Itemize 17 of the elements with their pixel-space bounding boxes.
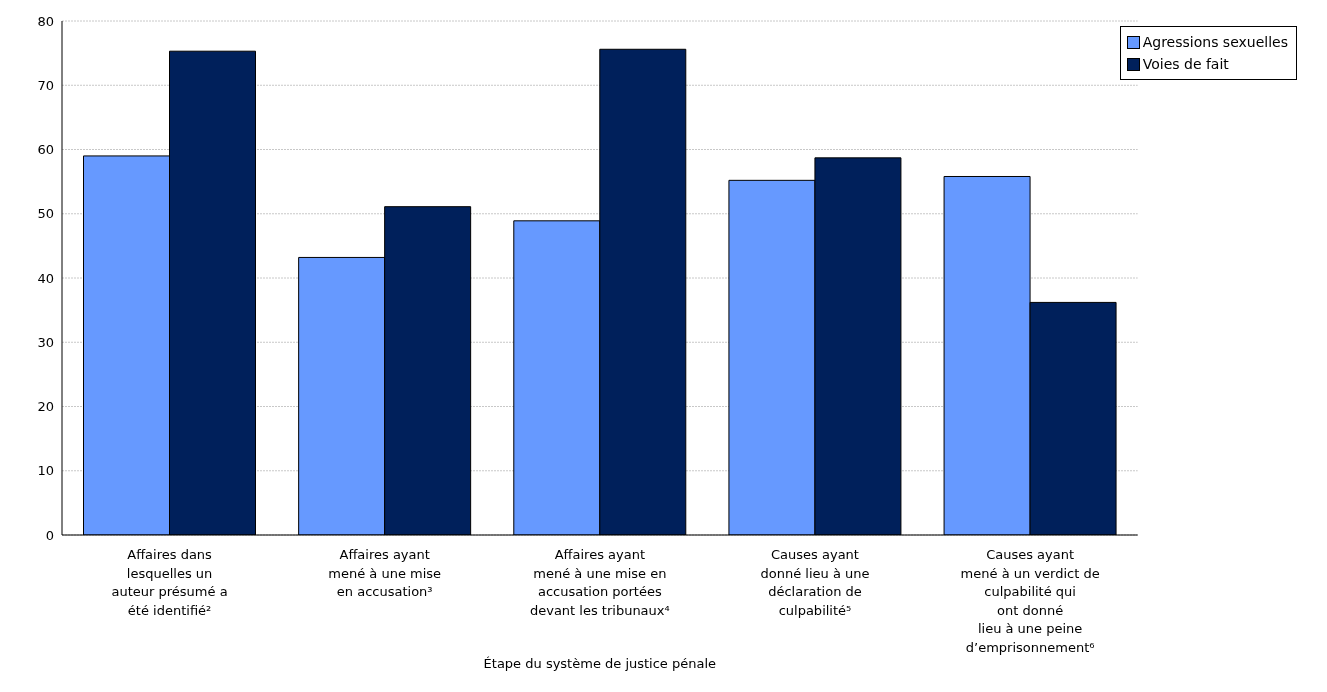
y-tick-label: 40 <box>37 270 54 286</box>
y-tick-label: 70 <box>37 77 54 93</box>
legend-label: Agressions sexuelles <box>1142 34 1288 50</box>
x-tick-label: Affaires ayant mené à une mise en accusation³ <box>328 547 442 599</box>
x-axis-title: Étape du système de justice pénale <box>483 656 717 671</box>
x-tick-label: Affaires ayant mené à une mise en accusation portées devant les tribunaux⁴ <box>529 547 670 618</box>
x-tick-label: Causes ayant donné lieu à une déclaration de culpabilité⁵ <box>760 547 870 618</box>
x-tick-label: Affaires dans lesquelles un auteur présumé a été identifié² <box>111 547 228 618</box>
x-tick-label: Causes ayant mené à un verdict de culpabilité qui ont donné lieu à une peine d’emprisonnement⁶ <box>960 547 1100 655</box>
y-tick-label: 80 <box>37 13 54 29</box>
y-tick-label: 20 <box>37 399 54 415</box>
y-tick-label: 30 <box>37 334 54 350</box>
y-tick-label: 10 <box>37 463 54 479</box>
y-tick-label: 60 <box>37 142 54 158</box>
y-tick-label: 0 <box>45 527 54 543</box>
y-tick-label: 50 <box>37 206 54 222</box>
legend-label: Voies de fait <box>1142 56 1229 72</box>
